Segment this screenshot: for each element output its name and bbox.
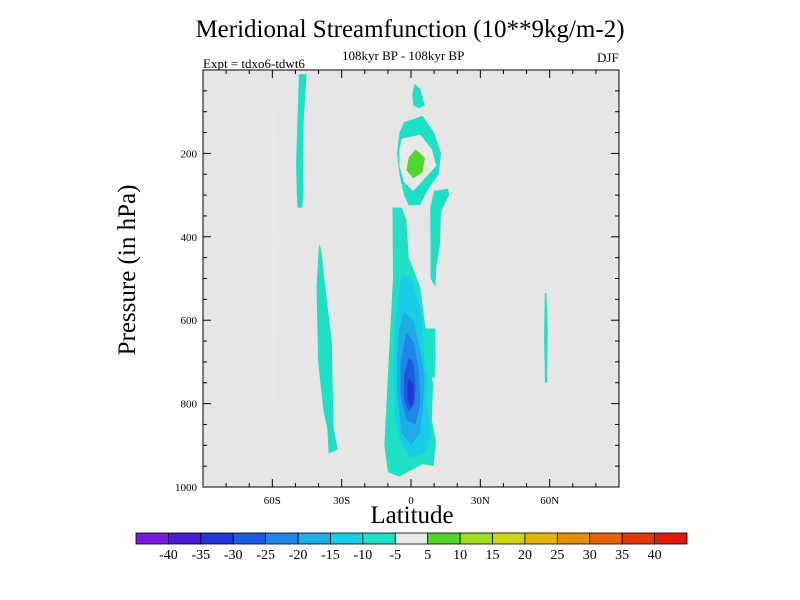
colorbar-label: -20 <box>289 548 308 563</box>
colorbar-swatch <box>556 532 591 545</box>
y-tick-label: 1000 <box>175 482 198 494</box>
y-tick-label: 400 <box>181 232 198 244</box>
colorbar-label: -25 <box>256 548 275 563</box>
colorbar-swatch <box>200 532 234 545</box>
x-tick-label: 30N <box>471 495 490 507</box>
colorbar-swatch <box>168 532 202 545</box>
colorbar-label: 5 <box>424 548 431 563</box>
colorbar-label: -15 <box>321 548 340 563</box>
season-label: DJF <box>597 50 619 65</box>
colorbar-label: -10 <box>354 548 373 563</box>
contour-upper-cell-core <box>406 149 425 179</box>
colorbar-label: 15 <box>486 548 500 563</box>
colorbar-label: -5 <box>389 548 401 563</box>
colorbar-label: 40 <box>648 548 662 563</box>
y-tick-label: 600 <box>181 315 198 327</box>
colorbar-swatch <box>362 532 396 545</box>
x-tick-label: 60N <box>540 495 559 507</box>
colorbar-label: -40 <box>159 548 178 563</box>
colorbar-swatch <box>265 532 299 545</box>
contour-far-sh-small-positive <box>246 311 248 348</box>
contour-near-equator-negative <box>422 328 436 379</box>
colorbar-swatch <box>621 532 655 545</box>
colorbar-swatch <box>394 532 429 545</box>
contour-main-negative-core <box>407 378 414 408</box>
colorbar-swatch <box>330 532 364 545</box>
colorbar-label: 10 <box>453 548 467 563</box>
colorbar-swatch <box>492 532 526 545</box>
colorbar-swatch <box>135 532 169 545</box>
contour-sh-negative-column <box>296 74 307 208</box>
contour-small-top-blob <box>412 83 425 109</box>
chart-subtitle: 108kyr BP - 108kyr BP <box>342 48 465 63</box>
axis-ticks: 60S 30S 0 30N 60N 200 400 600 800 1000 <box>175 70 619 507</box>
y-tick-label: 200 <box>181 148 198 160</box>
contour-nh-high-small-negative <box>544 293 548 383</box>
x-axis-title: Latitude <box>370 502 454 529</box>
contour-sh-positive-band <box>270 74 278 407</box>
colorbar-label: -35 <box>191 548 210 563</box>
colorbar-swatch <box>232 532 267 545</box>
colorbar-label: 35 <box>615 548 629 563</box>
plot-frame <box>202 69 620 488</box>
experiment-label: Expt = tdxo6-tdwt6 <box>203 56 305 71</box>
chart-title: Meridional Streamfunction (10**9kg/m-2) <box>195 16 625 43</box>
colorbar-label: -30 <box>224 548 243 563</box>
x-tick-label: 60S <box>264 495 281 507</box>
y-axis-title: Pressure (in hPa) <box>114 184 141 356</box>
colorbar-label: 25 <box>550 548 564 563</box>
x-tick-label: 30S <box>333 495 350 507</box>
contour-regions <box>246 74 548 477</box>
contour-sh-lower-negative-band <box>316 244 338 454</box>
colorbar: -40 -35 -30 -25 -20 -15 -10 -5 5 10 15 20 25 30 35 40 <box>135 532 688 563</box>
x-tick-label: 0 <box>408 495 414 507</box>
colorbar-swatch <box>459 532 493 545</box>
colorbar-swatch <box>524 532 558 545</box>
y-tick-label: 800 <box>181 399 198 411</box>
colorbar-swatch <box>297 532 331 545</box>
colorbar-swatch <box>654 532 688 545</box>
contour-nh-negative-column <box>430 188 450 287</box>
colorbar-label: 20 <box>518 548 532 563</box>
colorbar-swatch <box>427 532 461 545</box>
colorbar-swatch <box>589 532 623 545</box>
colorbar-label: 30 <box>583 548 597 563</box>
